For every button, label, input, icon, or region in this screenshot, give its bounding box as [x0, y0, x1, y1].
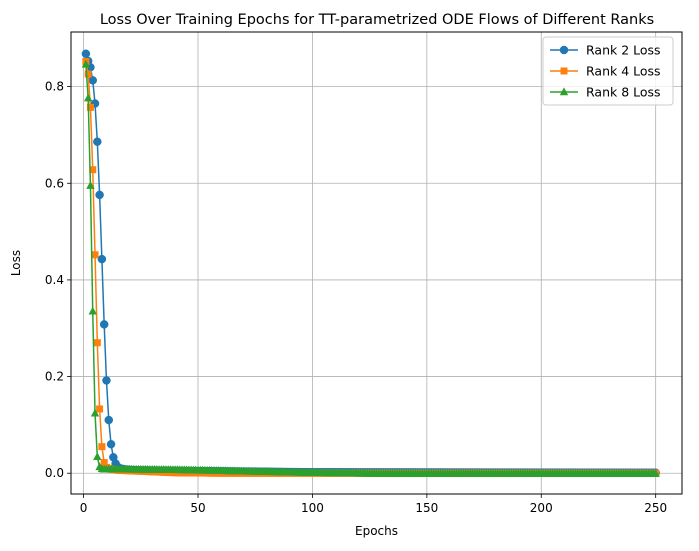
y-tick-label: 0.0 — [45, 466, 64, 480]
legend-marker — [559, 45, 569, 55]
data-point — [96, 405, 104, 413]
tick-layer: 0 50 100 150 200 250 0.0 0.2 0.4 0.6 0.8 — [45, 80, 667, 515]
y-axis-label: Loss — [9, 250, 23, 276]
data-point — [86, 103, 94, 111]
y-tick-label: 0.4 — [45, 273, 64, 287]
data-point — [81, 49, 91, 58]
data-point — [81, 59, 91, 68]
data-point — [93, 452, 102, 460]
data-point — [84, 70, 92, 78]
series-rank-4-loss — [82, 57, 660, 477]
legend-box — [542, 36, 674, 106]
data-point — [98, 443, 106, 451]
data-point — [102, 376, 111, 385]
x-tick-label: 50 — [190, 501, 205, 515]
y-tick-label: 0.6 — [45, 176, 64, 190]
series-line-rank-4-loss — [85, 61, 656, 474]
data-point — [104, 415, 114, 425]
legend-marker — [559, 87, 569, 96]
data-point — [93, 339, 101, 347]
legend-item: Rank 8 Loss — [550, 85, 661, 100]
data-point — [91, 251, 99, 259]
data-point — [651, 469, 660, 477]
legend: Rank 2 Loss Rank 4 Loss Rank 8 Loss — [542, 36, 674, 106]
data-point — [100, 459, 108, 467]
data-point — [106, 439, 116, 449]
x-tick-label: 0 — [80, 501, 88, 515]
legend-item: Rank 4 Loss — [550, 64, 661, 79]
y-tick-label: 0.2 — [45, 370, 64, 384]
series-line-rank-2-loss — [85, 53, 656, 474]
data-point — [99, 320, 109, 329]
x-axis-label: Epochs — [355, 524, 398, 538]
legend-item: Rank 2 Loss — [550, 43, 661, 58]
data-point — [97, 254, 107, 264]
series-line-rank-8-loss — [85, 64, 656, 475]
legend-marker — [560, 67, 568, 75]
y-tick-label: 0.8 — [45, 80, 64, 94]
data-point — [93, 137, 102, 146]
legend-label: Rank 2 Loss — [586, 43, 661, 58]
data-point — [83, 93, 93, 102]
chart-title: Loss Over Training Epochs for TT-paramet… — [100, 12, 654, 28]
data-point — [95, 190, 104, 200]
x-tick-label: 100 — [301, 501, 324, 515]
data-point — [86, 181, 95, 189]
data-point — [88, 306, 97, 315]
series-layer — [81, 49, 660, 477]
data-point — [89, 166, 97, 174]
legend-label: Rank 4 Loss — [586, 64, 661, 79]
x-tick-label: 250 — [644, 501, 667, 515]
x-tick-label: 200 — [530, 501, 553, 515]
series-rank-8-loss — [81, 59, 660, 477]
data-point — [90, 408, 100, 417]
legend-label: Rank 8 Loss — [586, 85, 661, 100]
plot-frame — [70, 31, 683, 495]
series-rank-2-loss — [81, 49, 660, 477]
x-tick-label: 150 — [415, 501, 438, 515]
